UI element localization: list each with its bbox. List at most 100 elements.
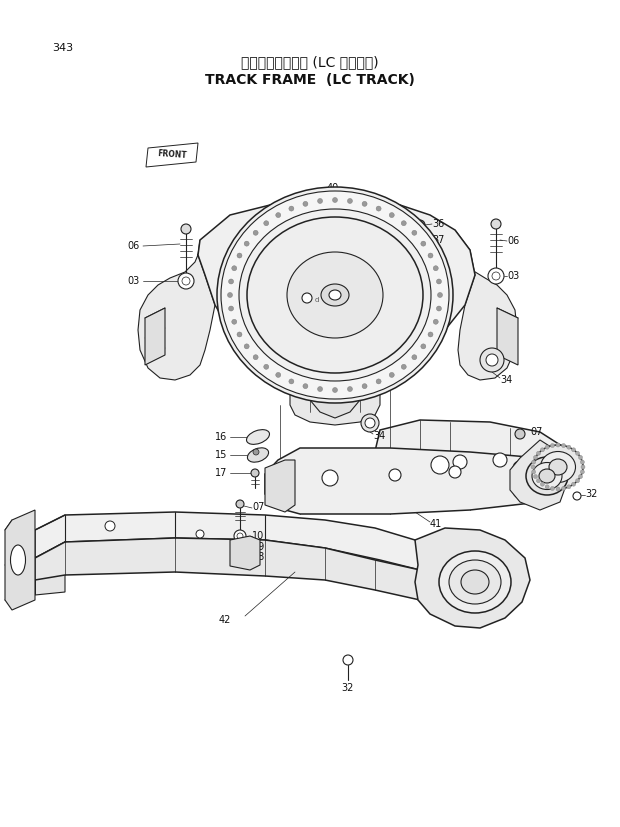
Ellipse shape <box>533 445 583 489</box>
Circle shape <box>347 386 352 391</box>
Circle shape <box>531 465 535 469</box>
Text: 10: 10 <box>530 463 542 473</box>
Circle shape <box>572 447 575 452</box>
Circle shape <box>567 485 571 489</box>
Ellipse shape <box>239 209 431 381</box>
Circle shape <box>264 365 268 370</box>
Circle shape <box>229 306 234 311</box>
Circle shape <box>493 453 507 467</box>
Circle shape <box>428 332 433 337</box>
Text: 41: 41 <box>430 519 442 529</box>
Circle shape <box>322 470 338 486</box>
Text: 16: 16 <box>215 432 228 442</box>
Circle shape <box>580 470 585 474</box>
Circle shape <box>276 213 281 218</box>
Circle shape <box>276 372 281 377</box>
Ellipse shape <box>439 551 511 613</box>
Text: 09: 09 <box>252 542 264 552</box>
Circle shape <box>401 221 406 226</box>
Circle shape <box>415 220 425 230</box>
Circle shape <box>545 445 549 449</box>
Ellipse shape <box>11 545 25 575</box>
Circle shape <box>412 230 417 236</box>
Circle shape <box>389 372 394 377</box>
Circle shape <box>362 201 367 207</box>
Circle shape <box>361 414 379 432</box>
Circle shape <box>516 465 523 471</box>
Circle shape <box>264 221 268 226</box>
Text: 34: 34 <box>373 431 385 441</box>
Text: 32: 32 <box>342 683 354 693</box>
Circle shape <box>332 198 337 203</box>
Ellipse shape <box>539 469 555 483</box>
Circle shape <box>181 224 191 234</box>
Ellipse shape <box>549 459 567 475</box>
Circle shape <box>178 273 194 289</box>
Circle shape <box>562 486 565 490</box>
Circle shape <box>575 452 580 456</box>
Text: 37: 37 <box>432 235 445 245</box>
Circle shape <box>412 355 417 360</box>
Ellipse shape <box>321 284 349 306</box>
Circle shape <box>436 306 441 311</box>
Ellipse shape <box>513 476 526 485</box>
Circle shape <box>253 355 258 360</box>
Circle shape <box>253 230 258 236</box>
Text: 07: 07 <box>252 502 264 512</box>
Text: 03: 03 <box>127 276 140 286</box>
Ellipse shape <box>247 448 268 462</box>
Circle shape <box>302 293 312 303</box>
Circle shape <box>232 319 237 324</box>
Text: 06: 06 <box>127 241 140 251</box>
Text: 08: 08 <box>530 486 542 496</box>
Circle shape <box>237 253 242 258</box>
Circle shape <box>449 466 461 478</box>
Ellipse shape <box>461 570 489 594</box>
Circle shape <box>491 219 501 229</box>
Circle shape <box>513 461 527 475</box>
Ellipse shape <box>541 452 575 482</box>
Polygon shape <box>146 143 198 167</box>
Circle shape <box>237 554 243 560</box>
Circle shape <box>551 486 554 490</box>
Circle shape <box>401 365 406 370</box>
Circle shape <box>572 482 575 486</box>
Circle shape <box>556 443 560 447</box>
Polygon shape <box>35 542 65 595</box>
Ellipse shape <box>329 290 341 300</box>
Circle shape <box>578 456 583 460</box>
Circle shape <box>536 452 541 456</box>
Circle shape <box>578 475 583 479</box>
Circle shape <box>347 198 352 203</box>
Polygon shape <box>455 230 517 380</box>
Circle shape <box>421 344 426 349</box>
Text: 42: 42 <box>219 615 231 625</box>
Circle shape <box>417 237 422 242</box>
Circle shape <box>431 456 449 474</box>
Text: 343: 343 <box>52 43 73 53</box>
Text: 08: 08 <box>252 552 264 562</box>
Circle shape <box>105 521 115 531</box>
Circle shape <box>289 206 294 211</box>
Text: 09: 09 <box>530 475 542 485</box>
Ellipse shape <box>532 462 562 490</box>
Circle shape <box>362 384 367 389</box>
Circle shape <box>234 551 246 563</box>
Circle shape <box>438 293 443 298</box>
Circle shape <box>562 443 565 447</box>
Ellipse shape <box>247 217 423 373</box>
Circle shape <box>436 279 441 284</box>
Circle shape <box>332 388 337 393</box>
Text: 17: 17 <box>215 468 228 478</box>
Circle shape <box>433 319 438 324</box>
Circle shape <box>253 449 259 455</box>
Circle shape <box>453 455 467 469</box>
Circle shape <box>232 265 237 270</box>
Ellipse shape <box>287 252 383 338</box>
Ellipse shape <box>247 430 270 444</box>
Circle shape <box>541 482 544 486</box>
Circle shape <box>480 348 504 372</box>
Circle shape <box>236 500 244 508</box>
Text: FRONT: FRONT <box>157 150 187 160</box>
Text: TRACK FRAME  (LC TRACK): TRACK FRAME (LC TRACK) <box>205 73 415 87</box>
